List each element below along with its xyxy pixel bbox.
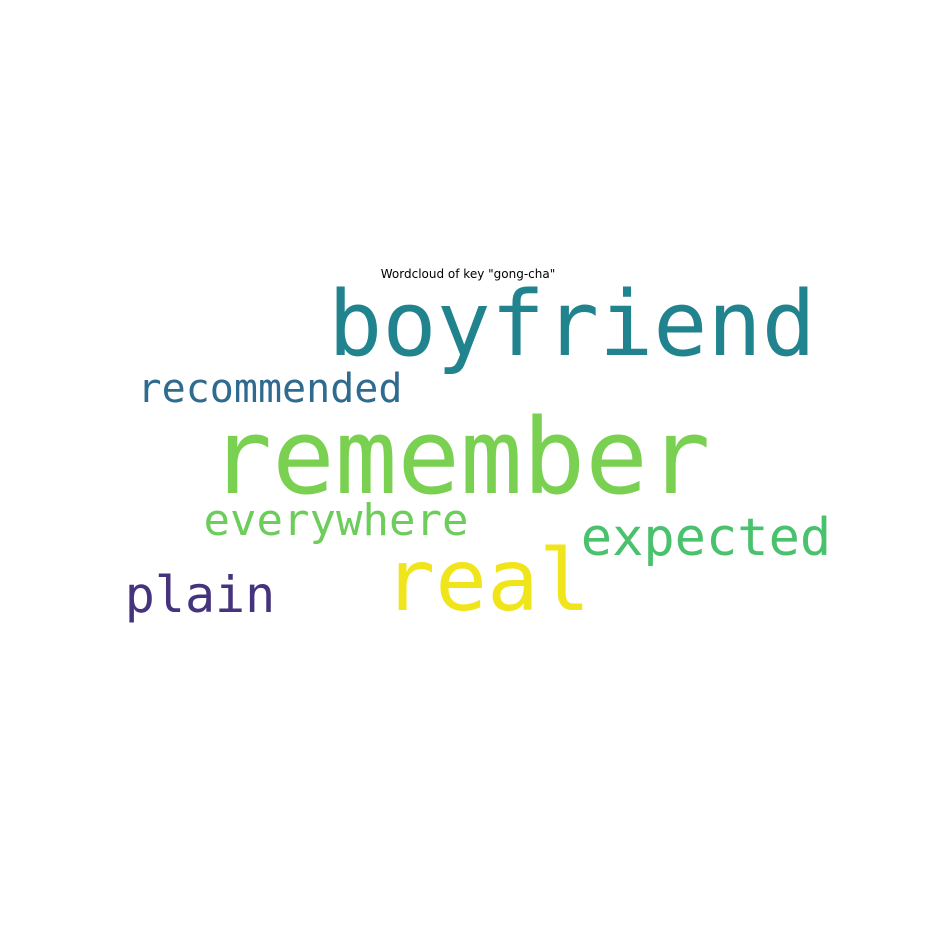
chart-title: Wordcloud of key "gong-cha": [380, 267, 556, 281]
word-recommended: recommended: [138, 366, 403, 412]
word-plain: plain: [125, 566, 276, 624]
word-remember: remember: [210, 396, 711, 518]
word-everywhere: everywhere: [204, 495, 469, 546]
word-expected: expected: [581, 508, 831, 568]
word-boyfriend: boyfriend: [328, 272, 816, 377]
word-real: real: [383, 531, 590, 631]
